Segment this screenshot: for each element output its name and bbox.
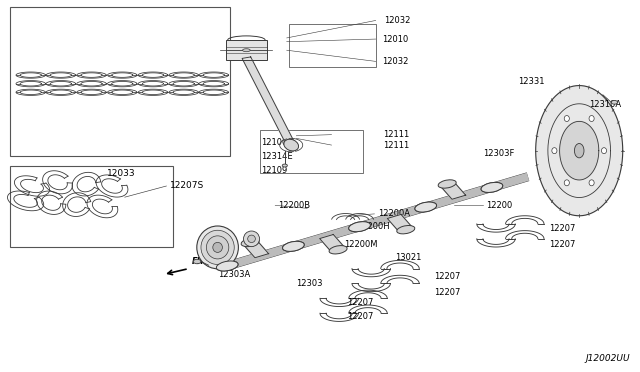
Text: 12032: 12032 [384, 16, 410, 25]
Ellipse shape [193, 259, 201, 264]
Text: 12207S: 12207S [170, 182, 204, 190]
Ellipse shape [241, 238, 259, 247]
Text: 12111: 12111 [383, 141, 409, 150]
Ellipse shape [216, 261, 238, 271]
Text: 12033: 12033 [108, 169, 136, 178]
Ellipse shape [207, 236, 229, 259]
Ellipse shape [397, 225, 415, 234]
Ellipse shape [284, 139, 298, 151]
Text: 12200: 12200 [486, 201, 513, 210]
Bar [10, 7, 230, 156]
Ellipse shape [589, 180, 594, 186]
Text: 12200B: 12200B [278, 201, 310, 210]
Text: 12310A: 12310A [589, 100, 621, 109]
Text: 12032: 12032 [382, 57, 408, 66]
Ellipse shape [602, 148, 607, 154]
Text: 12100: 12100 [261, 138, 287, 147]
Text: 12200H: 12200H [357, 222, 390, 231]
Ellipse shape [243, 231, 260, 247]
Bar [260, 130, 363, 173]
Ellipse shape [349, 222, 371, 232]
Text: 12207: 12207 [549, 224, 575, 233]
Text: 12207: 12207 [347, 312, 373, 321]
Polygon shape [559, 121, 599, 180]
Polygon shape [536, 86, 623, 216]
Ellipse shape [415, 202, 436, 212]
Text: 12331: 12331 [518, 77, 545, 86]
Text: 12207: 12207 [549, 240, 575, 249]
Ellipse shape [611, 100, 618, 104]
Ellipse shape [216, 261, 238, 271]
Text: 13021: 13021 [396, 253, 422, 262]
Bar [289, 24, 376, 67]
Text: 12303F: 12303F [483, 149, 515, 158]
Polygon shape [440, 182, 466, 199]
Ellipse shape [575, 144, 584, 158]
Text: 12111: 12111 [383, 130, 409, 139]
Ellipse shape [564, 180, 570, 186]
Text: FRONT: FRONT [192, 257, 224, 266]
Ellipse shape [552, 148, 557, 154]
Ellipse shape [481, 182, 503, 192]
Polygon shape [319, 234, 345, 252]
Text: 12010: 12010 [382, 35, 408, 44]
Text: 12207: 12207 [434, 272, 460, 280]
Text: 12314E: 12314E [261, 153, 292, 161]
Text: 12303A: 12303A [218, 270, 250, 279]
Text: J12002UU: J12002UU [586, 354, 630, 363]
Ellipse shape [212, 243, 223, 252]
Ellipse shape [589, 116, 594, 122]
Bar [226, 40, 268, 60]
Text: 12207: 12207 [347, 298, 373, 307]
Text: 12109: 12109 [261, 166, 287, 175]
Ellipse shape [243, 49, 250, 52]
Ellipse shape [564, 116, 570, 122]
Ellipse shape [438, 180, 456, 188]
Ellipse shape [481, 182, 503, 192]
Text: 12200M: 12200M [344, 240, 378, 249]
Ellipse shape [329, 246, 347, 254]
Ellipse shape [415, 202, 436, 212]
Polygon shape [243, 240, 269, 258]
Ellipse shape [349, 222, 371, 232]
Ellipse shape [282, 164, 287, 167]
Ellipse shape [282, 241, 304, 251]
Text: 12200A: 12200A [378, 209, 410, 218]
Ellipse shape [282, 241, 304, 251]
Text: 12303: 12303 [296, 279, 322, 288]
Ellipse shape [197, 226, 239, 269]
Ellipse shape [201, 230, 234, 264]
Ellipse shape [248, 235, 255, 243]
Polygon shape [387, 214, 413, 232]
Bar [10, 166, 173, 247]
Text: 12207: 12207 [434, 288, 460, 296]
Polygon shape [242, 57, 296, 146]
